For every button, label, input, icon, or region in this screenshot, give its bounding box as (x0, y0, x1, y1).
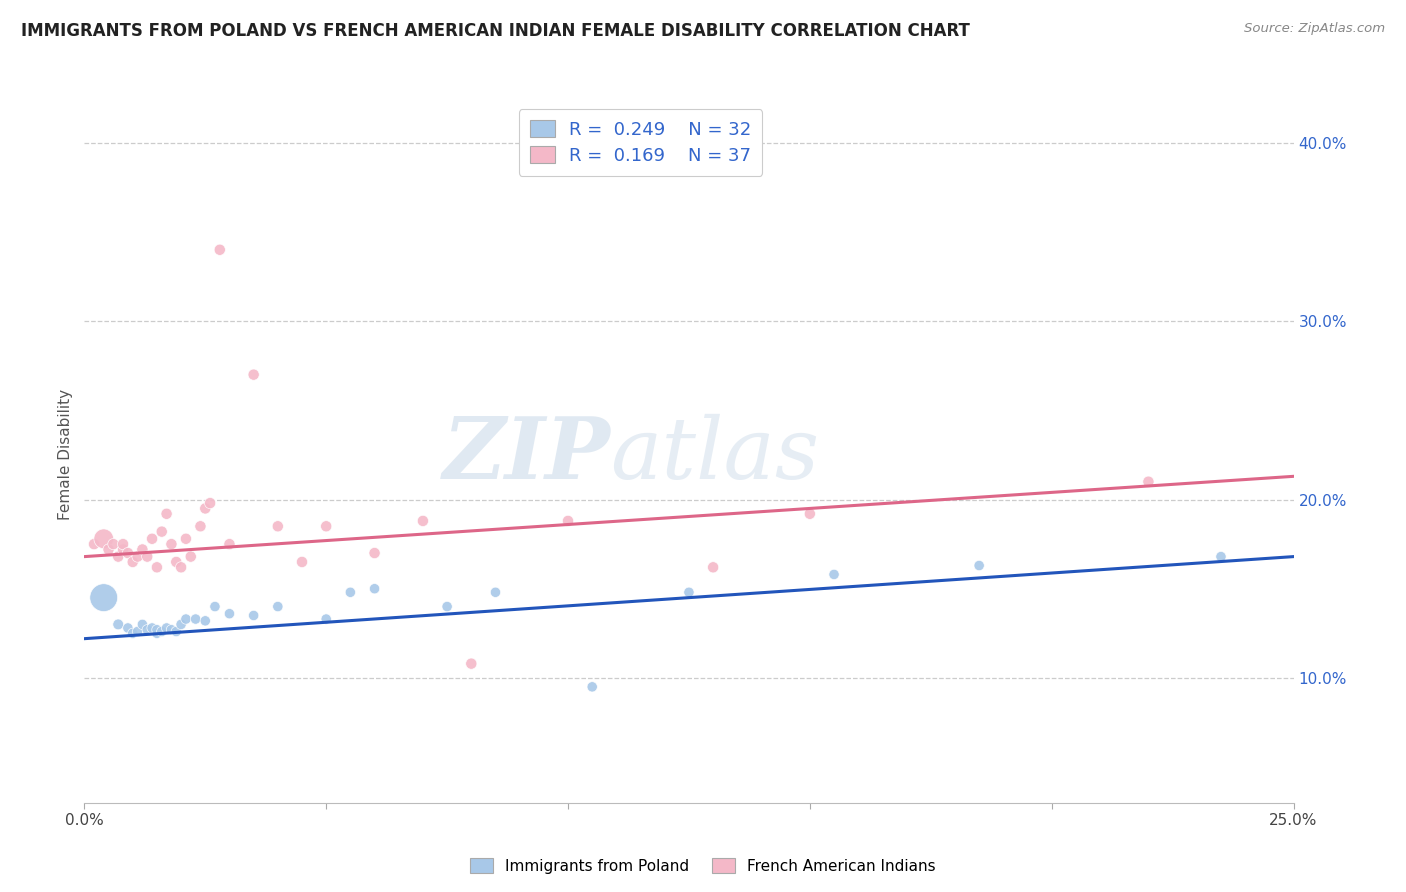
Point (160, 623, 183, 637)
Point (165, 624, 187, 639)
Point (97, 542, 120, 557)
Point (198, 496, 221, 510)
Point (208, 243, 231, 257)
Point (267, 519, 290, 533)
Point (93, 591, 115, 605)
Point (363, 546, 385, 560)
Point (170, 617, 193, 632)
Point (107, 549, 129, 564)
Point (412, 514, 434, 528)
Point (155, 621, 177, 635)
Point (146, 626, 169, 640)
Point (127, 549, 149, 564)
Point (127, 624, 149, 639)
Text: atlas: atlas (610, 414, 820, 496)
Point (218, 537, 240, 551)
Point (146, 560, 169, 574)
Point (83, 537, 105, 551)
Point (117, 621, 139, 635)
Legend: R =  0.249    N = 32, R =  0.169    N = 37: R = 0.249 N = 32, R = 0.169 N = 37 (519, 109, 762, 176)
Point (291, 555, 314, 569)
Point (363, 582, 385, 596)
Point (146, 623, 169, 637)
Text: ZIP: ZIP (443, 413, 610, 497)
Point (184, 612, 207, 626)
Point (131, 542, 153, 557)
Point (93, 532, 115, 546)
Point (165, 555, 187, 569)
Point (1209, 549, 1232, 564)
Point (131, 617, 153, 632)
Point (174, 532, 197, 546)
Point (160, 537, 183, 551)
Point (136, 623, 159, 637)
Point (121, 626, 143, 640)
Point (112, 542, 135, 557)
Point (460, 657, 482, 671)
Point (190, 519, 212, 533)
Point (194, 614, 217, 628)
Point (267, 599, 290, 614)
Point (799, 507, 821, 521)
Point (150, 524, 173, 539)
Point (678, 585, 700, 599)
Point (581, 680, 603, 694)
Point (136, 549, 159, 564)
Point (141, 532, 163, 546)
Point (117, 546, 139, 560)
Point (170, 560, 193, 574)
Point (242, 608, 264, 623)
Point (1137, 475, 1160, 489)
Point (150, 624, 173, 639)
Text: Source: ZipAtlas.com: Source: ZipAtlas.com (1244, 22, 1385, 36)
Point (557, 514, 579, 528)
Point (315, 612, 337, 626)
Point (121, 555, 143, 569)
Legend: Immigrants from Poland, French American Indians: Immigrants from Poland, French American … (464, 852, 942, 880)
Point (141, 621, 163, 635)
Point (204, 599, 226, 614)
Point (194, 501, 217, 516)
Point (823, 567, 845, 582)
Point (315, 519, 337, 533)
Point (103, 537, 125, 551)
Point (339, 585, 361, 599)
Point (242, 368, 264, 382)
Point (436, 599, 458, 614)
Point (702, 560, 724, 574)
Point (967, 558, 990, 573)
Y-axis label: Female Disability: Female Disability (58, 389, 73, 521)
Point (218, 607, 240, 621)
Point (107, 617, 129, 632)
Point (180, 549, 202, 564)
Point (155, 507, 177, 521)
Text: IMMIGRANTS FROM POLAND VS FRENCH AMERICAN INDIAN FEMALE DISABILITY CORRELATION C: IMMIGRANTS FROM POLAND VS FRENCH AMERICA… (21, 22, 970, 40)
Point (174, 612, 197, 626)
Point (112, 537, 135, 551)
Point (484, 585, 506, 599)
